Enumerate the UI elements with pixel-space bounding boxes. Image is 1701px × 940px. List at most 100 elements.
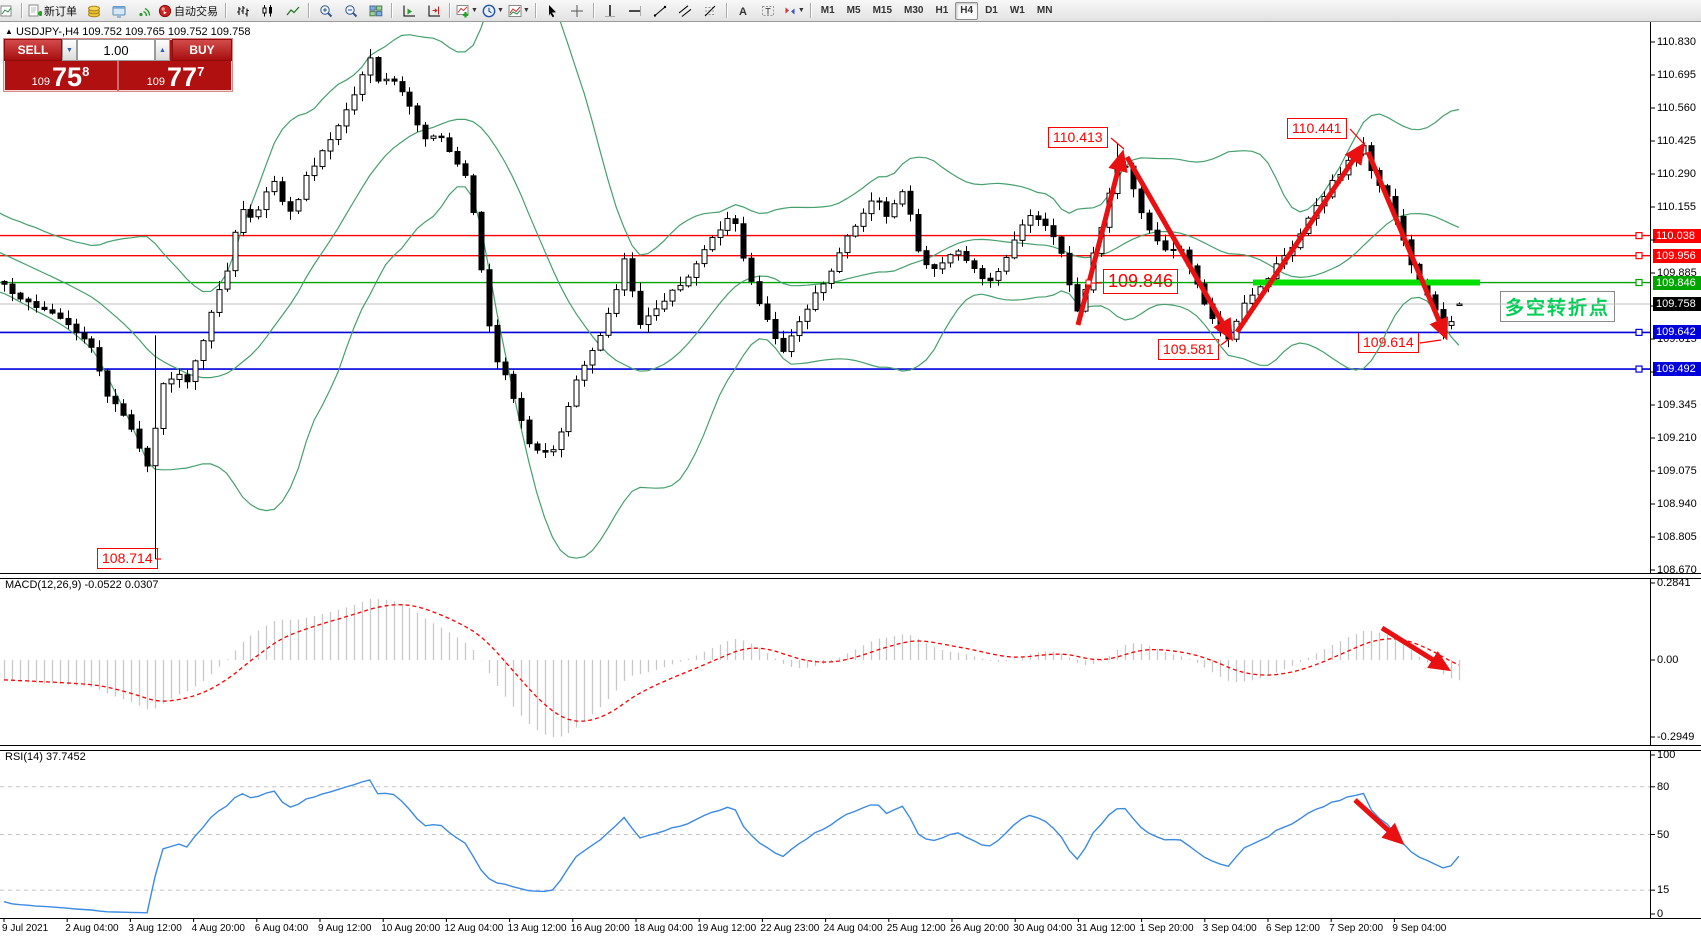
text-icon: A <box>736 4 750 18</box>
candlestick-button[interactable] <box>255 1 280 21</box>
toolbar-separator <box>534 3 537 18</box>
time-axis-label: 2 Aug 04:00 <box>65 923 119 934</box>
price-label-110413[interactable]: 110.413 <box>1048 127 1108 148</box>
price-label-109581[interactable]: 109.581 <box>1158 339 1219 360</box>
axis-tick-label: 110.290 <box>1657 168 1696 180</box>
vline-button[interactable] <box>598 1 623 21</box>
time-axis-label: 16 Aug 20:00 <box>570 923 630 934</box>
axis-tick-label: 110.425 <box>1657 135 1696 147</box>
chart-shift-button[interactable] <box>421 1 446 21</box>
bull-bear-turning-point-note[interactable]: 多空转折点 <box>1500 291 1616 322</box>
axis-tick-label: 110.155 <box>1657 201 1696 213</box>
data-window-icon <box>112 4 126 18</box>
channel-button[interactable] <box>673 1 698 21</box>
data-window-button[interactable] <box>106 1 131 21</box>
buy-price-display[interactable]: 109 77 7 <box>146 62 205 92</box>
chevron-down-icon[interactable]: ▼ <box>471 6 478 14</box>
hline-button[interactable] <box>623 1 648 21</box>
cursor-icon <box>545 4 559 18</box>
timeframe-h1-button[interactable]: H1 <box>935 5 949 16</box>
chart-area[interactable]: ▲ USDJPY-,H4 109.752 109.765 109.752 109… <box>0 22 1701 940</box>
new-order-button[interactable]: 新订单 <box>26 1 81 21</box>
bar-chart-button[interactable] <box>230 1 255 21</box>
price-axis-value-label: 110.038 <box>1653 228 1701 243</box>
shapes-button[interactable]: ▼ <box>781 1 807 21</box>
chart-partial-button[interactable] <box>0 1 18 21</box>
zoom-in-button[interactable] <box>313 1 338 21</box>
timeframe-m1-button[interactable]: M1 <box>820 5 835 16</box>
indicators-button[interactable]: ▼ <box>454 1 480 21</box>
trendline-button[interactable] <box>648 1 673 21</box>
toolbar-separator <box>592 3 595 18</box>
chevron-down-icon[interactable]: ▼ <box>496 6 504 14</box>
sell-price-display[interactable]: 109 75 8 <box>31 62 90 92</box>
chevron-down-icon[interactable]: ▼ <box>797 6 805 14</box>
lot-decrease-button[interactable]: ▼ <box>62 39 77 61</box>
one-click-trading-panel: SELL ▼ 1.00 ▲ BUY 109 75 8 109 77 7 <box>3 38 233 92</box>
axis-tick-label: 50 <box>1657 828 1670 841</box>
time-axis-label: 18 Aug 04:00 <box>634 923 693 934</box>
collapse-panel-icon[interactable]: ▲ <box>5 27 13 36</box>
price-axis-value-label: 109.642 <box>1653 325 1701 340</box>
cursor-button[interactable] <box>540 1 565 21</box>
fibonacci-button[interactable] <box>698 1 723 21</box>
timeframe-h4-button[interactable]: H4 <box>955 1 979 20</box>
sell-button[interactable]: SELL <box>4 39 62 61</box>
toolbar-button-label: 自动交易 <box>174 5 218 18</box>
toolbar-separator <box>391 3 393 18</box>
time-axis-label: 26 Aug 20:00 <box>950 923 1009 934</box>
timeframe-m15-button[interactable]: M15 <box>872 5 893 16</box>
main-toolbar: 新订单 自动交易 ▼ ▼ ▼ A T ▼ M1 M5 M15 M30 H1 H4 D1 W1 MN <box>0 0 1701 22</box>
axis-tick-label: 80 <box>1657 780 1670 793</box>
crosshair-button[interactable] <box>565 1 590 21</box>
macd-indicator-label: MACD(12,26,9) -0.0522 0.0307 <box>5 579 159 591</box>
time-axis-label: 24 Aug 04:00 <box>823 923 883 934</box>
time-axis-label: 19 Aug 12:00 <box>697 923 757 934</box>
autotrading-button[interactable]: 自动交易 <box>156 1 222 21</box>
auto-scroll-button[interactable] <box>396 1 421 21</box>
axis-tick-label: 109.345 <box>1657 399 1697 411</box>
toolbar-separator <box>449 3 451 18</box>
price-axis-value-label: 109.956 <box>1653 248 1701 263</box>
timeframe-d1-button[interactable]: D1 <box>985 5 998 16</box>
chart-partial-icon <box>0 4 13 18</box>
axis-tick-label: 110.830 <box>1657 36 1696 48</box>
chart-shift-icon <box>427 4 441 18</box>
periods-icon <box>482 4 496 18</box>
toolbar-separator <box>809 3 812 18</box>
fibonacci-icon <box>703 4 717 18</box>
chevron-down-icon[interactable]: ▼ <box>522 6 530 14</box>
timeframe-m30-button[interactable]: M30 <box>904 5 924 16</box>
time-axis-label: 30 Aug 04:00 <box>1013 923 1073 934</box>
time-axis-label: 12 Aug 04:00 <box>444 923 504 934</box>
arrange-windows-button[interactable] <box>363 1 388 21</box>
candlestick-icon <box>261 4 275 18</box>
axis-tick-label: 110.560 <box>1657 102 1696 114</box>
timeframe-m5-button[interactable]: M5 <box>846 5 861 16</box>
macd-rsi-splitter[interactable] <box>0 745 1701 751</box>
price-label-109846[interactable]: 109.846 <box>1103 269 1179 294</box>
buy-button[interactable]: BUY <box>172 39 232 61</box>
time-axis-label: 3 Sep 04:00 <box>1202 923 1257 934</box>
timeframe-w1-button[interactable]: W1 <box>1009 5 1025 16</box>
market-watch-button[interactable] <box>81 1 106 21</box>
price-label-109614[interactable]: 109.614 <box>1358 332 1419 353</box>
templates-button[interactable]: ▼ <box>506 1 532 21</box>
signal-button[interactable] <box>131 1 156 21</box>
svg-text:T: T <box>766 6 772 16</box>
indicators-icon <box>456 4 470 18</box>
label-button[interactable]: T <box>756 1 781 21</box>
text-button[interactable]: A <box>731 1 756 21</box>
lot-increase-button[interactable]: ▲ <box>155 39 170 61</box>
periods-button[interactable]: ▼ <box>480 1 506 21</box>
vline-icon <box>603 4 617 18</box>
main-macd-splitter[interactable] <box>0 573 1701 579</box>
lot-size-input[interactable]: 1.00 <box>77 39 155 61</box>
signal-icon <box>137 4 151 18</box>
line-chart-button[interactable] <box>280 1 305 21</box>
timeframe-mn-button[interactable]: MN <box>1036 5 1053 16</box>
zoom-out-button[interactable] <box>338 1 363 21</box>
bar-chart-icon <box>236 4 250 18</box>
price-label-110441[interactable]: 110.441 <box>1287 118 1347 139</box>
